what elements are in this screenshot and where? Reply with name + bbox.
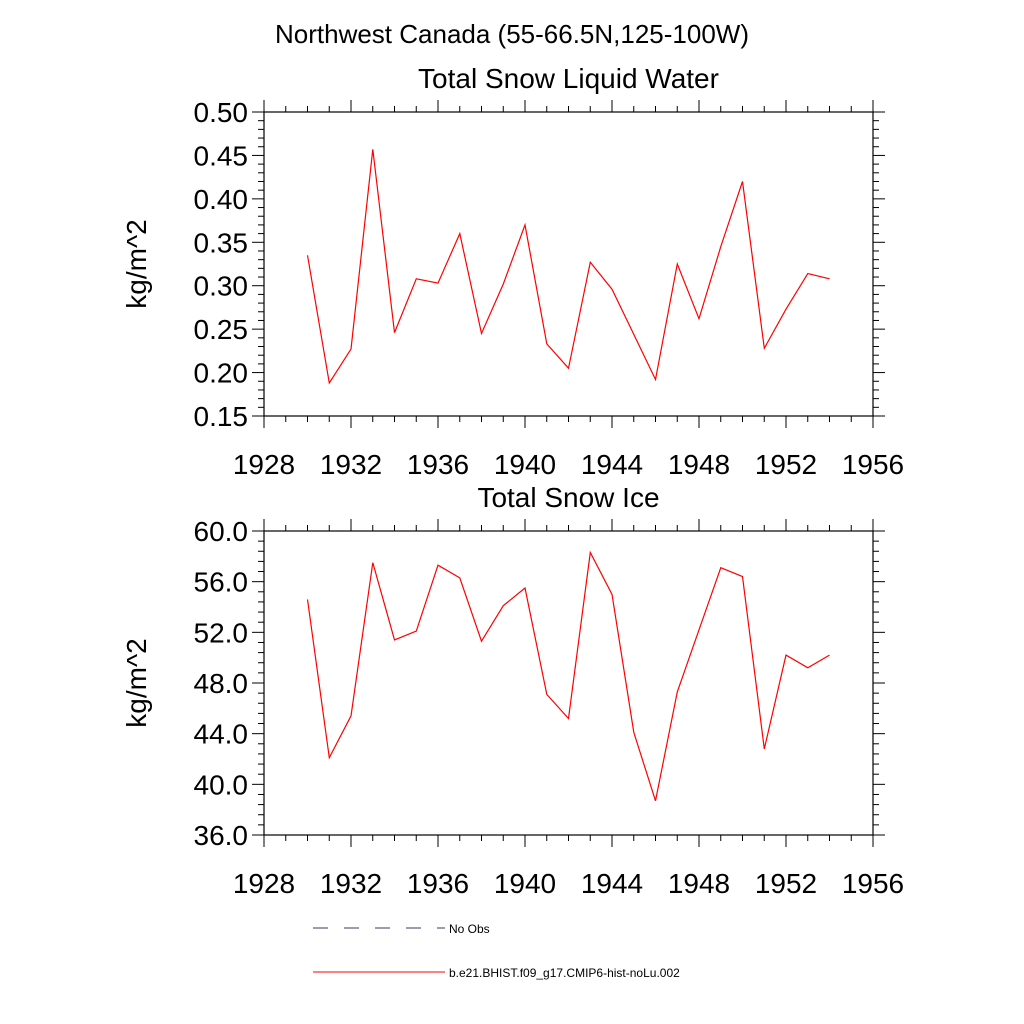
- x-tick-label: 1940: [494, 868, 556, 899]
- x-tick-label: 1936: [407, 868, 469, 899]
- y-tick-label: 0.45: [194, 140, 249, 171]
- y-tick-label: 40.0: [194, 769, 249, 800]
- y-tick-label: 60.0: [194, 516, 249, 547]
- y-tick-label: 0.15: [194, 401, 249, 432]
- main-title: Northwest Canada (55-66.5N,125-100W): [275, 19, 749, 49]
- chart-panels: Total Snow Liquid Water kg/m^2 1928 1932 193…: [121, 63, 904, 899]
- axis-ticks: [252, 100, 885, 428]
- chart-panel-1: Total Snow Liquid Water kg/m^2 1928 1932 193…: [121, 63, 904, 480]
- y-axis-label: kg/m^2: [121, 638, 152, 727]
- y-tick-label: 0.40: [194, 184, 249, 215]
- x-tick-label: 1948: [668, 449, 730, 480]
- x-tick-label: 1932: [320, 449, 382, 480]
- legend-label: b.e21.BHIST.f09_g17.CMIP6-hist-noLu.002: [449, 966, 680, 980]
- legend-label: No Obs: [449, 922, 490, 936]
- y-tick-label: 0.30: [194, 271, 249, 302]
- x-tick-label: 1944: [581, 449, 643, 480]
- y-tick-label: 56.0: [194, 567, 249, 598]
- x-tick-label: 1948: [668, 868, 730, 899]
- y-axis-label: kg/m^2: [121, 219, 152, 308]
- x-tick-label: 1940: [494, 449, 556, 480]
- panel-title: Total Snow Liquid Water: [418, 63, 719, 94]
- y-tick-label: 0.35: [194, 227, 249, 258]
- x-tick-label: 1944: [581, 868, 643, 899]
- y-tick-label: 0.25: [194, 314, 249, 345]
- series-line: [306, 149, 830, 385]
- series-line: [306, 550, 830, 801]
- y-tick-label: 0.20: [194, 358, 249, 389]
- panel-title: Total Snow Ice: [477, 482, 659, 513]
- legend: No Obs b.e21.BHIST.f09_g17.CMIP6-hist-noL…: [313, 922, 680, 980]
- y-tick-label: 48.0: [194, 668, 249, 699]
- x-tick-label: 1952: [755, 449, 817, 480]
- plot-frame: [263, 530, 874, 836]
- x-tick-label: 1956: [842, 868, 904, 899]
- x-tick-label: 1928: [233, 868, 295, 899]
- x-tick-label: 1928: [233, 449, 295, 480]
- plot-frame: [263, 111, 874, 417]
- axis-ticks: [252, 519, 885, 847]
- y-tick-label: 52.0: [194, 617, 249, 648]
- x-tick-label: 1932: [320, 868, 382, 899]
- x-tick-label: 1956: [842, 449, 904, 480]
- y-tick-label: 44.0: [194, 719, 249, 750]
- legend-item-1: No Obs: [313, 922, 490, 936]
- y-tick-label: 0.50: [194, 97, 249, 128]
- x-tick-label: 1952: [755, 868, 817, 899]
- chart-panel-2: Total Snow Ice kg/m^2 1928 1932 1936 1940 1944…: [121, 482, 904, 899]
- y-tick-label: 36.0: [194, 820, 249, 851]
- legend-item-2: b.e21.BHIST.f09_g17.CMIP6-hist-noLu.002: [313, 966, 680, 980]
- x-tick-label: 1936: [407, 449, 469, 480]
